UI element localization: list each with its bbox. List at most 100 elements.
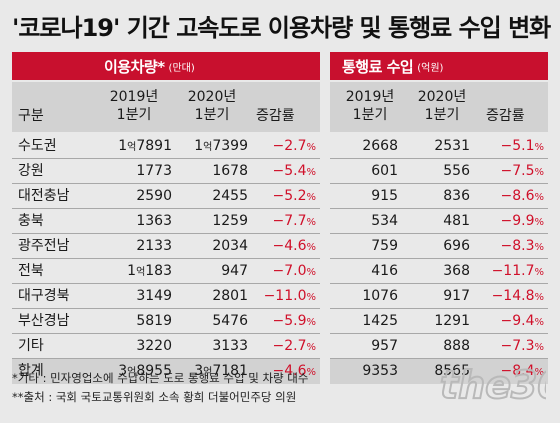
traffic-2020-cell: 2455 (212, 188, 248, 204)
toll-2019-cell: 1076 (362, 288, 398, 304)
row-divider (330, 333, 548, 334)
toll-2020-cell: 1291 (434, 313, 470, 329)
table-row: 957 888 −7.3% (330, 334, 548, 359)
toll-2019-cell: 915 (371, 188, 398, 204)
table-row: 416 368 −11.7% (330, 259, 548, 284)
header-2020-year: 2020년 (417, 89, 467, 105)
table-row: 915 836 −8.6% (330, 184, 548, 209)
eok-unit: 억 (127, 367, 137, 378)
row-divider (330, 183, 548, 184)
percent-unit: % (306, 142, 316, 153)
percent-unit: % (306, 267, 316, 278)
svg-text:the300: the300 (440, 363, 546, 407)
percent-unit: % (306, 192, 316, 203)
eok-unit: 억 (136, 267, 146, 278)
traffic-2020-cell: 2801 (212, 288, 248, 304)
header-2020-year: 2020년 (187, 89, 237, 105)
traffic-2020-cell: 3억7181 (194, 363, 248, 379)
table-row: 대전충남 2590 2455 −5.2% (12, 184, 320, 209)
row-divider (12, 258, 320, 259)
row-divider (330, 308, 548, 309)
toll-2019-cell: 534 (371, 213, 398, 229)
change-cell: −2.7% (272, 338, 316, 354)
table-row: 1425 1291 −9.4% (330, 309, 548, 334)
row-divider (12, 358, 320, 359)
table-row: 강원 1773 1678 −5.4% (12, 159, 320, 184)
region-cell: 부산경남 (18, 313, 70, 329)
toll-2019-cell: 759 (371, 238, 398, 254)
row-divider (12, 158, 320, 159)
table-row: 광주전남 2133 2034 −4.6% (12, 234, 320, 259)
percent-unit: % (534, 342, 544, 353)
change-cell: −8.3% (500, 238, 544, 254)
change-cell: −11.0% (263, 288, 316, 304)
footnote-source: **출처 : 국회 국토교통위원회 소속 황희 더불어민주당 의원 (12, 390, 297, 404)
region-cell: 강원 (18, 163, 44, 179)
change-cell: −7.0% (272, 263, 316, 279)
toll-2020-cell: 481 (443, 213, 470, 229)
percent-unit: % (306, 292, 316, 303)
row-divider (12, 283, 320, 284)
row-divider (330, 283, 548, 284)
region-cell: 광주전남 (18, 238, 70, 254)
table-row: 부산경남 5819 5476 −5.9% (12, 309, 320, 334)
traffic-2019-cell: 5819 (136, 313, 172, 329)
toll-2020-cell: 368 (443, 263, 470, 279)
footnotes: *기타 : 민자영업소에 수납하는 도로 통행료 수입 및 차량 대수 **출처… (12, 369, 308, 407)
page-title: '코로나19' 기간 고속도로 이용차량 및 통행료 수입 변화 (12, 14, 551, 42)
toll-panel-unit: (억원) (417, 62, 444, 74)
header-2019-quarter: 1분기 (352, 107, 388, 123)
percent-unit: % (534, 167, 544, 178)
row-divider (12, 208, 320, 209)
traffic-2019-cell: 3149 (136, 288, 172, 304)
table-row: 2668 2531 −5.1% (330, 134, 548, 159)
header-change: 증감률 (486, 108, 525, 124)
percent-unit: % (534, 267, 544, 278)
row-divider (12, 333, 320, 334)
change-cell: −2.7% (272, 138, 316, 154)
change-cell: −5.2% (272, 188, 316, 204)
row-divider (330, 208, 548, 209)
table-row: 대구경북 3149 2801 −11.0% (12, 284, 320, 309)
traffic-2020-cell: 1억7399 (194, 138, 248, 154)
traffic-2019-cell: 3220 (136, 338, 172, 354)
traffic-2019-cell: 1363 (136, 213, 172, 229)
region-cell: 대구경북 (18, 288, 70, 304)
header-2020-quarter: 1분기 (194, 107, 230, 123)
traffic-panel-unit: (만대) (168, 62, 195, 74)
row-divider (330, 358, 548, 359)
percent-unit: % (306, 367, 316, 378)
table-row: 기타 3220 3133 −2.7% (12, 334, 320, 359)
toll-2020-cell: 888 (443, 338, 470, 354)
traffic-2019-cell: 2590 (136, 188, 172, 204)
change-cell: −8.6% (500, 188, 544, 204)
header-change: 증감률 (256, 108, 295, 124)
toll-2020-cell: 556 (443, 163, 470, 179)
change-cell: −9.9% (500, 213, 544, 229)
region-cell: 기타 (18, 338, 44, 354)
traffic-panel: 이용차량* (만대) 구분 2019년 1분기 2020년 1분기 증감률 수도… (12, 52, 320, 384)
toll-column-headers: 2019년 1분기 2020년 1분기 증감률 (330, 82, 548, 132)
total-row: 9353 8565 −8.4% (330, 359, 548, 384)
percent-unit: % (534, 217, 544, 228)
traffic-2019-cell: 3억8955 (118, 363, 172, 379)
change-cell: −5.9% (272, 313, 316, 329)
region-cell: 합계 (18, 363, 44, 379)
eok-unit: 억 (203, 367, 213, 378)
toll-panel-header: 통행료 수입 (억원) (330, 52, 548, 80)
change-cell: −7.3% (500, 338, 544, 354)
header-2020-quarter: 1분기 (424, 107, 460, 123)
header-2019-quarter: 1분기 (116, 107, 152, 123)
toll-panel: 통행료 수입 (억원) 2019년 1분기 2020년 1분기 증감률 2668… (330, 52, 548, 384)
percent-unit: % (306, 167, 316, 178)
traffic-2020-cell: 1678 (212, 163, 248, 179)
change-cell: −5.4% (272, 163, 316, 179)
row-divider (12, 233, 320, 234)
traffic-panel-title: 이용차량* (104, 57, 165, 76)
row-divider (12, 308, 320, 309)
eok-unit: 억 (203, 142, 213, 153)
table-row: 601 556 −7.5% (330, 159, 548, 184)
traffic-2020-cell: 2034 (212, 238, 248, 254)
toll-2020-cell: 8565 (434, 363, 470, 379)
change-cell: −4.6% (272, 238, 316, 254)
